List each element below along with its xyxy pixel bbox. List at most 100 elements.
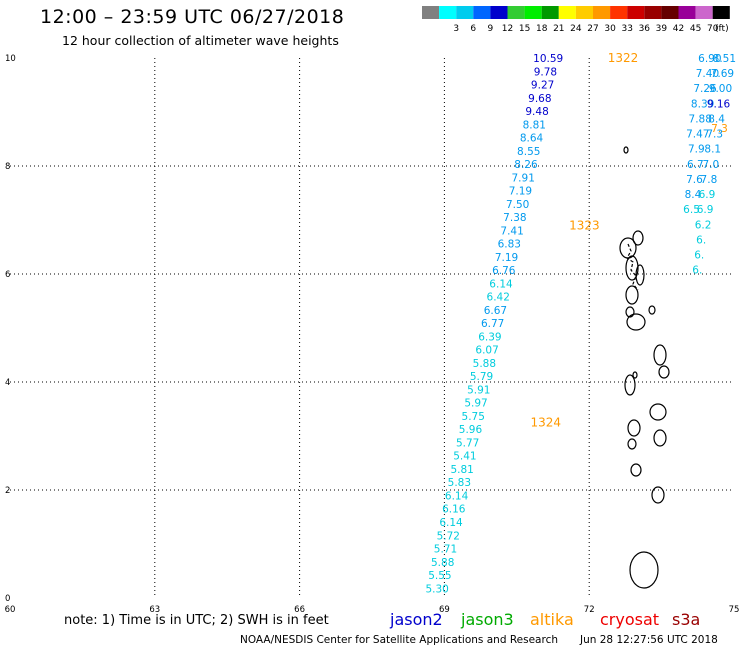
- legend-tick-label: 6: [470, 24, 476, 34]
- wave-height-value: 6.39: [478, 331, 501, 343]
- legend-tick-label: 42: [673, 24, 684, 34]
- wave-height-value: 7.3: [706, 129, 723, 141]
- island-outline: [658, 365, 670, 379]
- wave-height-value: 6.07: [475, 345, 498, 357]
- wave-height-value: 5.75: [462, 411, 485, 423]
- pass-number-label: 1323: [569, 218, 600, 232]
- wave-height-value: 6.: [692, 265, 702, 277]
- wave-height-value: 6.9: [697, 204, 714, 216]
- wave-height-value: 6.16: [442, 504, 466, 516]
- wave-height-value: 9.48: [525, 106, 548, 118]
- legend-tick-label: 45: [690, 24, 701, 34]
- lon-tick-label: 66: [294, 605, 305, 615]
- wave-height-value: 9.68: [528, 93, 551, 105]
- wave-height-value: 5.88: [431, 557, 454, 569]
- wave-height-value: 6.67: [484, 305, 507, 317]
- pass-number-label: 1322: [608, 51, 639, 65]
- island-outline: [653, 429, 667, 447]
- island-outline: [651, 486, 665, 504]
- island-outline: [632, 371, 638, 379]
- island-outline: [649, 403, 667, 421]
- wave-height-value: 8.26: [514, 159, 538, 171]
- map-title: 12:00 – 23:59 UTC 06/27/2018: [40, 6, 345, 28]
- legend-swatch: [490, 6, 508, 19]
- footer-date: Jun 28 12:27:56 UTC 2018: [580, 634, 718, 646]
- pass-number-label: 1324: [530, 416, 561, 430]
- island-outline: [630, 463, 642, 477]
- wave-height-value: 7.19: [509, 186, 532, 198]
- wave-height-value: 6.2: [695, 219, 712, 231]
- wave-height-value: 6.76: [492, 265, 516, 277]
- wave-height-value: 9.00: [709, 83, 732, 95]
- legend-unit-label: (ft): [715, 24, 729, 34]
- legend-tick-label: 15: [519, 24, 530, 34]
- legend-swatch: [695, 6, 713, 19]
- lon-tick-label: 63: [149, 605, 160, 615]
- wave-height-value: 8.81: [523, 119, 546, 131]
- satellite-label-jason2: jason2: [390, 610, 443, 629]
- wave-height-value: 6.14: [445, 490, 469, 502]
- legend-swatch: [558, 6, 576, 19]
- lat-tick-label: 10: [5, 54, 16, 64]
- island-outline: [629, 551, 659, 589]
- legend-tick-label: 9: [488, 24, 494, 34]
- wave-height-value: 6.42: [487, 292, 510, 304]
- wave-height-value: 6.77: [481, 318, 504, 330]
- wave-height-value: 7.8: [701, 174, 718, 186]
- island-outline: [653, 344, 667, 366]
- legend-swatch: [627, 6, 645, 19]
- legend-swatch: [541, 6, 559, 19]
- wave-height-value: 5.96: [459, 424, 483, 436]
- legend-tick-label: 24: [570, 24, 582, 34]
- wave-height-value: 8.1: [704, 144, 721, 156]
- wave-height-value: 7.9: [688, 144, 705, 156]
- lat-tick-label: 0: [5, 594, 10, 604]
- wave-height-value: 7.50: [506, 199, 529, 211]
- island-outline: [623, 146, 629, 154]
- wave-height-value: 7.6: [686, 174, 703, 186]
- island-outline: [648, 305, 656, 315]
- wave-height-value: 9.78: [534, 66, 557, 78]
- footer-credit: NOAA/NESDIS Center for Satellite Applica…: [240, 634, 558, 646]
- wave-height-value: 6.83: [498, 239, 521, 251]
- island-outline: [625, 255, 639, 281]
- legend-tick-label: 70: [707, 24, 719, 34]
- legend-swatch: [473, 6, 491, 19]
- legend-tick-label: 27: [587, 24, 598, 34]
- wave-height-value: 7.19: [495, 252, 518, 264]
- wave-height-value: 5.30: [425, 583, 448, 595]
- satellite-label-cryosat: cryosat: [600, 610, 660, 629]
- lat-tick-label: 8: [5, 162, 10, 172]
- legend-swatch: [524, 6, 542, 19]
- satellite-label-jason3: jason3: [461, 610, 514, 629]
- island-outline: [627, 438, 637, 450]
- wave-height-value: 6.5: [683, 204, 700, 216]
- island-outline: [624, 374, 636, 396]
- wave-height-value: 9.16: [707, 98, 731, 110]
- wave-height-value: 5.81: [450, 464, 473, 476]
- wave-height-value: 5.77: [456, 437, 479, 449]
- wave-height-value: 8.4: [708, 113, 725, 125]
- island-outline: [635, 264, 645, 286]
- wave-height-value: 7.41: [500, 225, 523, 237]
- lat-tick-label: 4: [5, 378, 10, 388]
- lon-tick-label: 75: [729, 605, 740, 615]
- wave-height-value: 8.51: [713, 53, 736, 65]
- island-outline: [625, 285, 639, 305]
- wave-height-value: 5.91: [467, 384, 490, 396]
- wave-height-value: 7.69: [711, 68, 734, 80]
- legend-swatch: [644, 6, 662, 19]
- wave-height-value: 5.71: [434, 544, 457, 556]
- wave-height-value: 7.26: [693, 83, 717, 95]
- legend-swatch: [610, 6, 628, 19]
- wave-height-value: 7.47: [686, 129, 709, 141]
- legend-tick-label: 36: [639, 24, 651, 34]
- island-outline: [625, 306, 635, 318]
- wave-height-value: 8.4: [685, 189, 702, 201]
- lon-tick-label: 69: [439, 605, 450, 615]
- lat-tick-label: 2: [5, 486, 10, 496]
- wave-height-value: 7.0: [702, 159, 719, 171]
- legend-tick-label: 21: [553, 24, 564, 34]
- wave-height-value: 8.64: [520, 133, 544, 145]
